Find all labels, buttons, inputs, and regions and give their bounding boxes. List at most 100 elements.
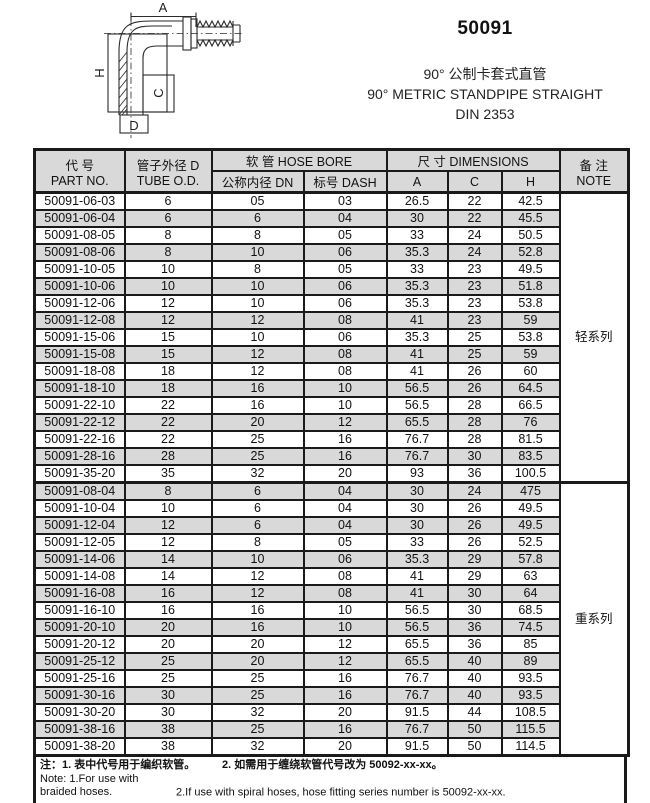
header-dim-h: H [500,170,561,194]
cell-dim-c: 23 [446,294,503,313]
cell-dim-c: 29 [446,567,503,586]
cell-part-no: 50091-06-03 [33,191,126,211]
table-row: 50091-08-06 8 10 06 35.3 24 52.8 [33,243,629,262]
cell-dn: 8 [210,533,305,552]
cell-dim-h: 49.5 [500,499,561,518]
cell-dim-h: 83.5 [500,447,561,466]
cell-part-no: 50091-16-08 [33,584,126,603]
spec-table-area: 代 号 PART NO. 管子外径 D TUBE O.D. 软 管 HOSE B… [33,148,631,803]
cell-dim-a: 30 [385,516,449,535]
cell-dn: 32 [210,703,305,722]
footnote-chinese: 注：1. 表中代号用于编织软管。 2. 如需用于缠绕软管代号改为 50092-xx… [40,759,620,773]
cell-part-no: 50091-08-06 [33,243,126,262]
cell-tube-od: 22 [123,413,213,432]
cell-part-no: 50091-12-08 [33,311,126,330]
product-code: 50091 [457,18,513,39]
cell-dash: 10 [302,618,388,637]
cell-part-no: 50091-06-04 [33,209,126,228]
standard-number: DIN 2353 [455,106,515,122]
cell-dn: 6 [210,499,305,518]
cell-dash: 08 [302,362,388,381]
header-hose-bore: 软 管 HOSE BORE [210,148,388,172]
cell-tube-od: 15 [123,345,213,364]
cell-dim-a: 35.3 [385,328,449,347]
nut-block-c [142,74,175,113]
cell-dim-a: 41 [385,345,449,364]
cell-dim-c: 40 [446,669,503,688]
cell-part-no: 50091-30-20 [33,703,126,722]
header-dn: 公称内径 DN [210,170,305,194]
cell-dn: 25 [210,669,305,688]
cell-tube-od: 38 [123,737,213,757]
footer-notes: 注：1. 表中代号用于编织软管。 2. 如需用于缠绕软管代号改为 50092-xx… [33,757,627,803]
cell-dim-a: 35.3 [385,277,449,296]
cell-dim-h: 89 [500,652,561,671]
cell-dim-a: 35.3 [385,294,449,313]
cell-dim-c: 23 [446,277,503,296]
cell-dim-c: 23 [446,260,503,279]
barb-serration-bottom [196,38,234,48]
cell-dim-c: 28 [446,396,503,415]
header-tube-od: 管子外径 D TUBE O.D. [123,148,213,194]
cell-dim-h: 108.5 [500,703,561,722]
cell-part-no: 50091-18-08 [33,362,126,381]
cell-dim-c: 24 [446,481,503,501]
dim-label-d: D [129,118,138,133]
cell-dim-a: 76.7 [385,447,449,466]
elbow-inner-curve [142,45,183,59]
cell-dim-c: 29 [446,550,503,569]
cell-dim-a: 41 [385,584,449,603]
cell-dim-a: 33 [385,260,449,279]
cell-dim-h: 45.5 [500,209,561,228]
cell-dash: 16 [302,686,388,705]
cell-dim-a: 91.5 [385,703,449,722]
cell-dim-a: 33 [385,226,449,245]
cell-dash: 20 [302,703,388,722]
cell-dim-h: 93.5 [500,669,561,688]
header-tube-od-en: TUBE O.D. [136,173,200,188]
table-row: 50091-14-06 14 10 06 35.3 29 57.8 [33,550,629,569]
section-hatching [118,51,128,116]
cell-dash: 16 [302,720,388,739]
footnote-cn-1: 注：1. 表中代号用于编织软管。 [40,759,196,771]
cell-dim-h: 49.5 [500,516,561,535]
cell-dim-h: 53.8 [500,328,561,347]
cell-dash: 05 [302,533,388,552]
cell-dash: 04 [302,499,388,518]
cell-dash: 10 [302,379,388,398]
cell-part-no: 50091-35-20 [33,464,126,484]
header-note-en: NOTE [576,173,612,188]
table-row: 50091-20-10 20 16 10 56.5 36 74.5 [33,618,629,637]
series-note: 重系列 [558,481,630,757]
cell-dim-a: 76.7 [385,669,449,688]
cell-dim-h: 52.5 [500,533,561,552]
cell-part-no: 50091-20-12 [33,635,126,654]
cell-dim-h: 93.5 [500,686,561,705]
table-row: 50091-10-04 10 6 04 30 26 49.5 [33,499,629,518]
table-row: 50091-22-10 22 16 10 56.5 28 66.5 [33,396,629,415]
cell-dim-c: 26 [446,379,503,398]
cell-dim-h: 475 [500,481,561,501]
cell-tube-od: 35 [123,464,213,484]
cell-dim-a: 33 [385,533,449,552]
cell-part-no: 50091-14-08 [33,567,126,586]
cell-dim-h: 64.5 [500,379,561,398]
cell-part-no: 50091-28-16 [33,447,126,466]
cell-dim-h: 51.8 [500,277,561,296]
cell-dim-a: 56.5 [385,601,449,620]
cell-dn: 12 [210,567,305,586]
cell-dash: 04 [302,209,388,228]
cell-dash: 12 [302,635,388,654]
footnote-en-1: Note: 1.For use with braided hoses. [40,772,139,799]
fitting-drawing: A H C D [0,0,260,145]
cell-dim-c: 22 [446,209,503,228]
table-row: 50091-12-05 12 8 05 33 26 52.5 [33,533,629,552]
dim-label-h: H [92,68,107,77]
cell-dim-c: 26 [446,499,503,518]
cell-part-no: 50091-22-16 [33,430,126,449]
spec-table-body: 50091-06-03 6 05 03 26.5 22 42.5 轻系列 50091-06-04… [33,191,630,757]
cell-tube-od: 25 [123,652,213,671]
table-row: 50091-16-10 16 16 10 56.5 30 68.5 [33,601,629,620]
cell-tube-od: 20 [123,635,213,654]
cell-dim-a: 91.5 [385,737,449,757]
